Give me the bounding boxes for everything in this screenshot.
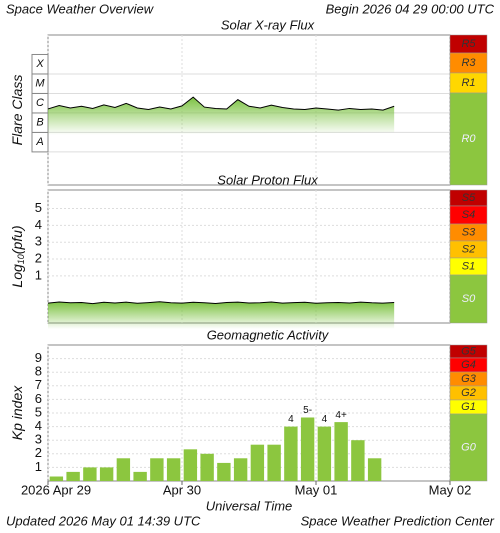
kp-label: 5- — [303, 405, 312, 416]
y-axis-label-part: Log — [9, 264, 25, 288]
y-tick-label: 4 — [35, 418, 42, 433]
title: Space Weather Overview — [6, 1, 155, 16]
kp-bar — [367, 458, 382, 481]
x-tick-label: May 02 — [429, 482, 472, 497]
kp-bar — [334, 422, 348, 481]
y-tick-label: 7 — [35, 377, 42, 392]
kp-bar — [49, 476, 64, 481]
panel-title: Solar Proton Flux — [217, 172, 318, 187]
kp-label: 4 — [322, 414, 328, 425]
scale-label: G5 — [461, 345, 477, 357]
y-tick-label: 6 — [35, 391, 42, 406]
y-axis-label-part: Flare Class — [9, 75, 25, 146]
flux-fill — [48, 301, 395, 330]
class-box — [31, 53, 49, 75]
kp-bar — [116, 458, 131, 481]
y-tick-label: 4 — [35, 217, 42, 232]
scale-band — [449, 92, 488, 186]
y-axis-label: Kp index — [9, 385, 25, 440]
y-tick-label: 2 — [35, 445, 42, 460]
y-axis-label-part: 10 — [16, 254, 26, 264]
scale-band — [449, 413, 488, 482]
y-tick-label: 8 — [35, 364, 42, 379]
scale-label: S2 — [462, 243, 475, 255]
flux-line — [47, 301, 395, 305]
scale-label: G1 — [461, 401, 476, 413]
plot-area — [47, 189, 451, 324]
kp-bar — [217, 462, 231, 481]
kp-label: 4+ — [335, 410, 347, 421]
scale-label: S0 — [462, 293, 476, 305]
scale-label: S4 — [462, 209, 475, 221]
x-tick-label: May 01 — [295, 482, 338, 497]
scale-label: G4 — [461, 359, 476, 371]
x-tick-label: Apr 30 — [163, 482, 201, 497]
begin: Begin 2026 04 29 00:00 UTC — [326, 1, 495, 16]
kp-bar — [250, 444, 265, 481]
y-tick-label: 2 — [35, 250, 42, 265]
y-tick-label: C — [36, 97, 44, 109]
scale-label: R3 — [461, 57, 476, 69]
kp-bar — [267, 444, 281, 481]
y-tick-label: 3 — [35, 234, 42, 249]
panel-title: Solar X-ray Flux — [221, 17, 315, 32]
kp-bar — [150, 458, 164, 481]
y-axis-label-part: Kp index — [9, 385, 25, 440]
y-tick-label: A — [35, 136, 43, 148]
scale-label: S1 — [462, 260, 475, 272]
kp-bar — [183, 449, 198, 481]
scale-label: G2 — [461, 387, 476, 399]
kp-bar — [83, 467, 97, 481]
scale-band — [449, 274, 488, 324]
kp-bar — [200, 453, 214, 481]
flux-line — [47, 96, 395, 111]
y-tick-label: X — [35, 58, 44, 70]
kp-label: 4 — [288, 414, 294, 425]
kp-bar — [99, 467, 114, 481]
x-axis-label: Universal Time — [206, 498, 293, 513]
y-tick-label: M — [35, 78, 45, 90]
updated: Updated 2026 May 01 14:39 UTC — [6, 513, 201, 528]
kp-bar — [133, 471, 147, 481]
y-axis-label-part: (pfu) — [9, 225, 25, 254]
scale-label: S5 — [462, 192, 476, 204]
y-axis-label: Log10(pfu) — [9, 225, 27, 287]
y-axis-label: Flare Class — [9, 75, 25, 146]
y-tick-label: 5 — [35, 404, 42, 419]
scale-label: S3 — [462, 226, 476, 238]
panel-title: Geomagnetic Activity — [207, 327, 330, 342]
kp-bar — [66, 471, 80, 481]
y-tick-label: 5 — [35, 200, 42, 215]
flux-fill — [48, 97, 395, 135]
y-tick-label: B — [36, 117, 43, 129]
kp-bar — [284, 426, 298, 481]
y-tick-label: 1 — [35, 459, 42, 474]
kp-bar — [317, 426, 332, 481]
scale-label: R5 — [461, 38, 476, 50]
y-tick-label: 9 — [35, 350, 42, 365]
y-tick-label: 1 — [35, 267, 42, 282]
kp-bar — [233, 458, 248, 481]
scale-label: G0 — [461, 441, 477, 453]
source: Space Weather Prediction Center — [301, 513, 495, 528]
scale-label: R1 — [461, 77, 475, 89]
scale-label: R0 — [461, 133, 476, 145]
kp-bar — [166, 458, 181, 481]
x-tick-label: 2026 Apr 29 — [21, 482, 91, 497]
kp-bar — [351, 440, 365, 481]
y-tick-label: 3 — [35, 432, 42, 447]
scale-label: G3 — [461, 373, 477, 385]
kp-bar — [300, 417, 315, 481]
